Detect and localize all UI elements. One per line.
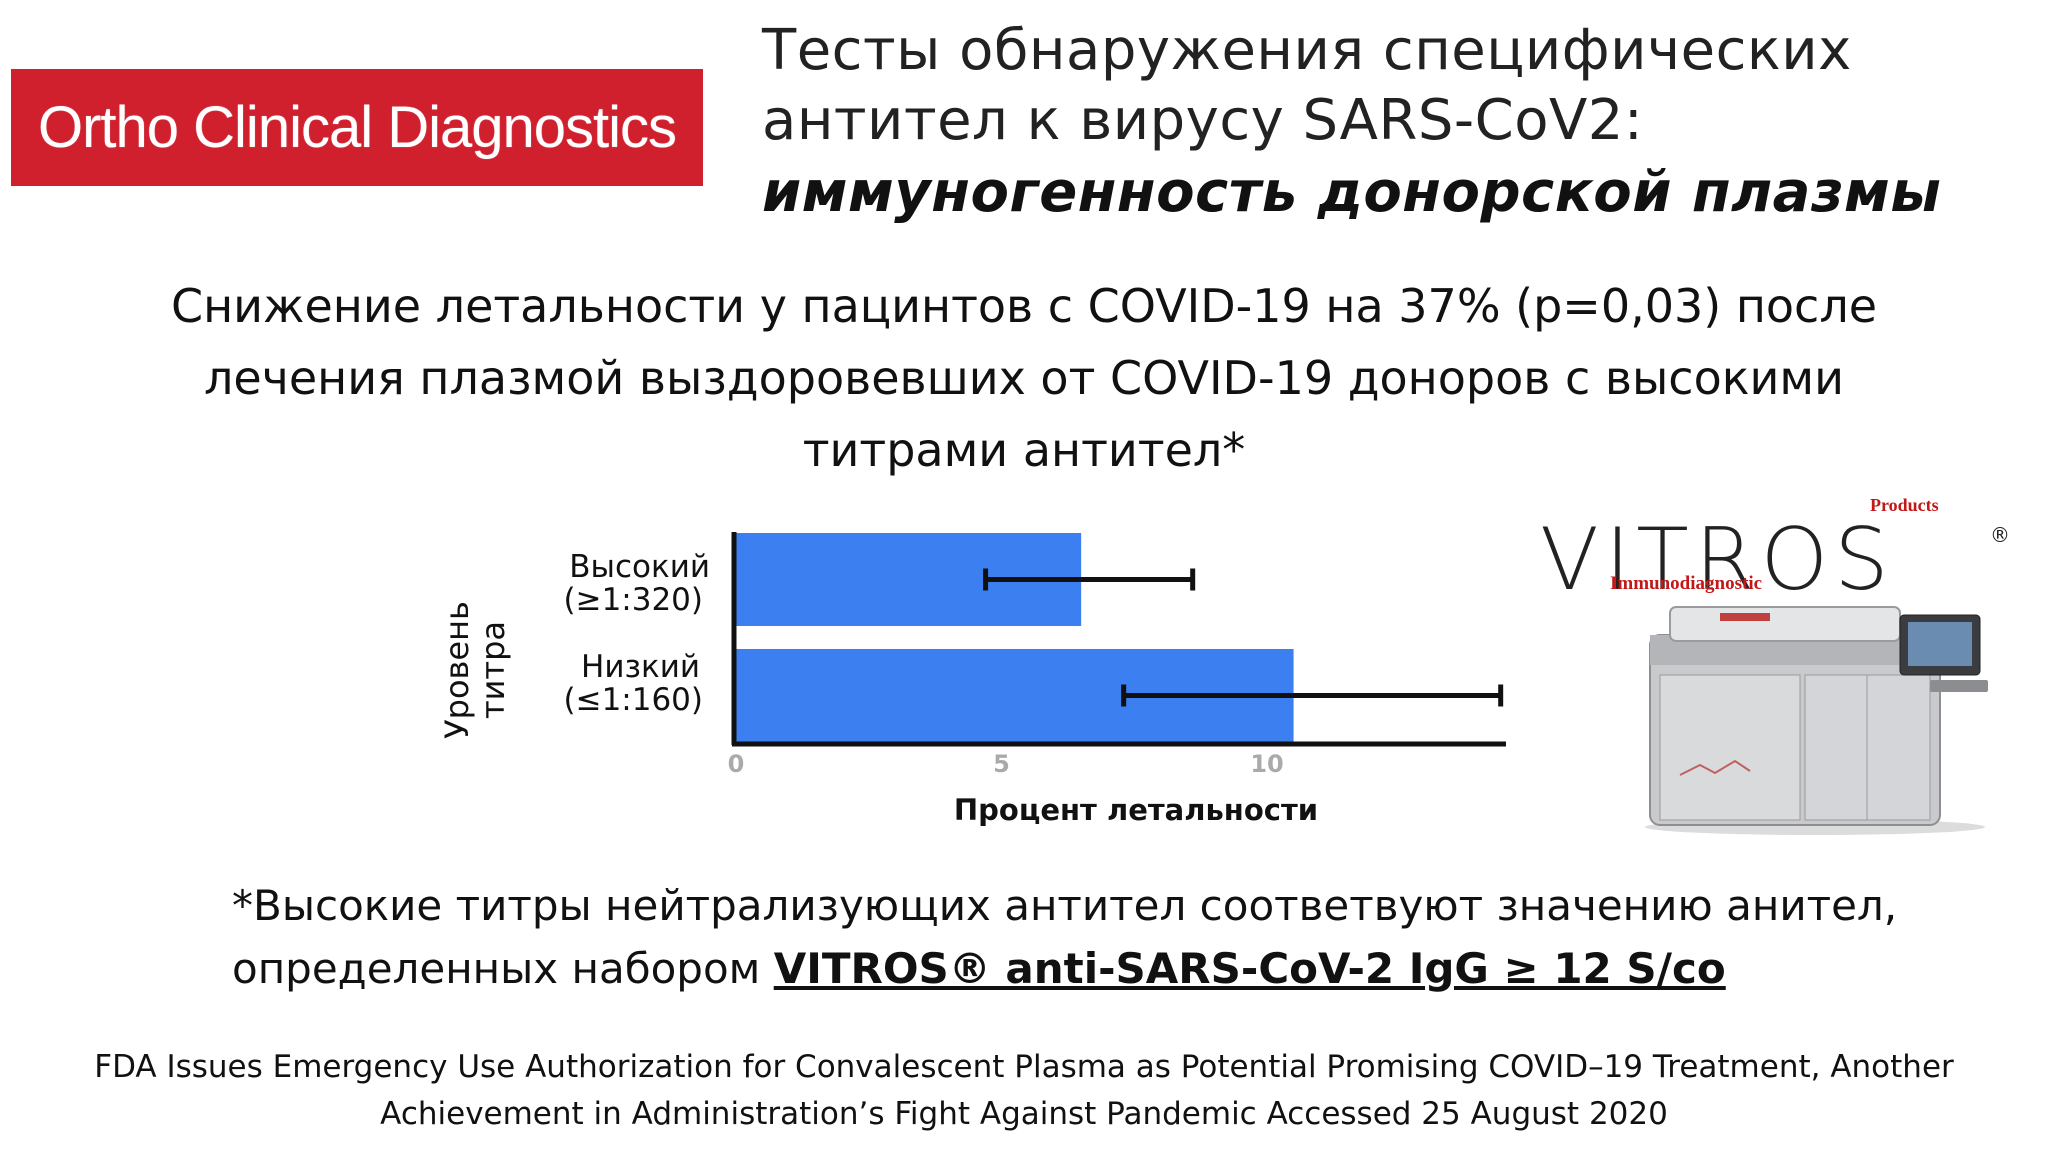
y-axis-label-line-2: титра [474,621,512,719]
x-tick-label-0: 0 [728,750,745,778]
category-sublabel-high: (≥1:320) [564,582,704,618]
vitros-registered-mark: ® [1990,523,2010,547]
x-tick-label-10: 10 [1250,750,1283,778]
ortho-logo: Ortho Clinical Diagnostics [11,69,703,186]
x-tick-label-5: 5 [993,750,1010,778]
slide-title-line-3: иммуногенность донорской плазмы [762,160,1942,225]
vitros-product-image: Products VITROS ® Immunodiagnostic [1530,495,2010,840]
source-citation: FDA Issues Emergency Use Authorization f… [60,1044,1988,1138]
vitros-products-label: Products [1870,495,1939,515]
footnote-line-1: *Высокие титры нейтрализующих антител со… [232,881,1898,930]
x-axis-label: Процент летальности [954,793,1318,827]
headline-line-1: Снижение летальности у пацинтов с COVID-… [170,279,1878,333]
error-bar-high-titer [983,568,1196,591]
footnote-vitros-threshold: VITROS® anti-SARS-CoV-2 IgG ≥ 12 S/co [773,944,1726,993]
slide-title-line-1: Тесты обнаружения специфических [762,18,1852,83]
vitros-logo: VITROS [1540,510,1895,610]
category-sublabel-low: (≤1:160) [564,682,704,718]
source-line-1: FDA Issues Emergency Use Authorization f… [94,1049,1954,1085]
error-bar-low-titer [1121,684,1504,707]
category-label-high: Высокий [569,549,710,585]
headline-line-2: лечения плазмой выздоровевших от COVID-1… [203,351,1845,405]
ortho-logo-text: Ortho Clinical Diagnostics [37,95,677,160]
category-label-low: Низкий [581,649,700,685]
y-axis-label-line-1: Уровень [438,601,476,739]
analyzer-machine-image [1645,606,1988,835]
footnote-line-2-prefix: определенных набором [232,944,774,993]
vitros-immunodiagnostic-label: Immunodiagnostic [1610,573,1763,594]
headline-line-3: титрами антител* [802,423,1246,477]
mortality-bar-chart: Уровень титра Высокий (≥1:320) Низкий (≤… [438,532,1506,827]
headline: Снижение летальности у пацинтов с COVID-… [120,270,1928,486]
source-line-2: Achievement in Administration’s Fight Ag… [380,1096,1668,1132]
slide-title-line-2: антител к вирусу SARS-CoV2: [762,88,1644,153]
footnote: *Высокие титры нейтрализующих антител со… [232,874,1897,1000]
footnote-line-2: определенных набором VITROS® anti-SARS-C… [232,937,1897,1000]
